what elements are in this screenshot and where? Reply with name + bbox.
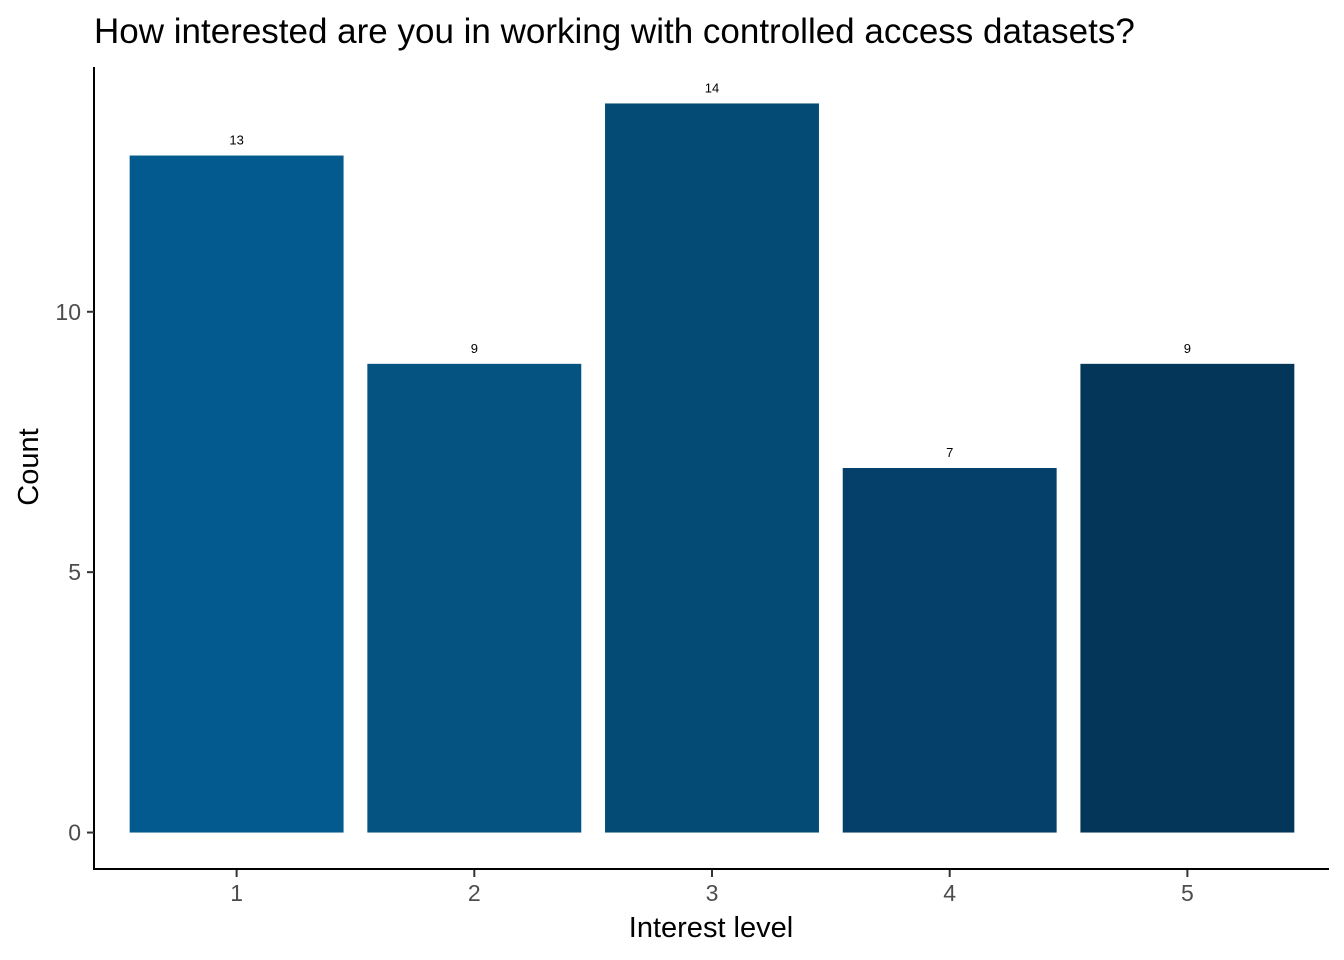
bar-value-label: 9 [1184,341,1191,356]
x-axis-title: Interest level [629,912,793,944]
bar-4 [842,468,1057,833]
bar-1 [129,155,344,833]
x-ticks-group: 1 2 3 4 5 [230,870,1194,906]
y-tick-label: 0 [68,820,81,846]
bar-value-label: 9 [471,341,478,356]
y-tick-label: 5 [68,559,81,585]
x-tick-label: 4 [943,880,956,906]
x-tick-label: 1 [230,880,243,906]
x-tick-label: 2 [468,880,481,906]
bar-3 [605,103,819,833]
bar-labels-group: 13 9 14 7 9 [229,80,1191,460]
y-tick-label: 10 [55,299,81,325]
x-tick-label: 3 [706,880,719,906]
y-ticks-group: 0 5 10 [55,299,94,846]
bar-2 [367,363,582,833]
bar-5 [1080,363,1295,833]
y-axis-title: Count [13,428,45,505]
x-tick-label: 5 [1181,880,1194,906]
bars-group [129,103,1295,833]
bar-value-label: 7 [946,445,953,460]
chart-title: How interested are you in working with c… [94,12,1135,51]
bar-value-label: 14 [705,80,719,95]
bar-value-label: 13 [229,133,243,148]
